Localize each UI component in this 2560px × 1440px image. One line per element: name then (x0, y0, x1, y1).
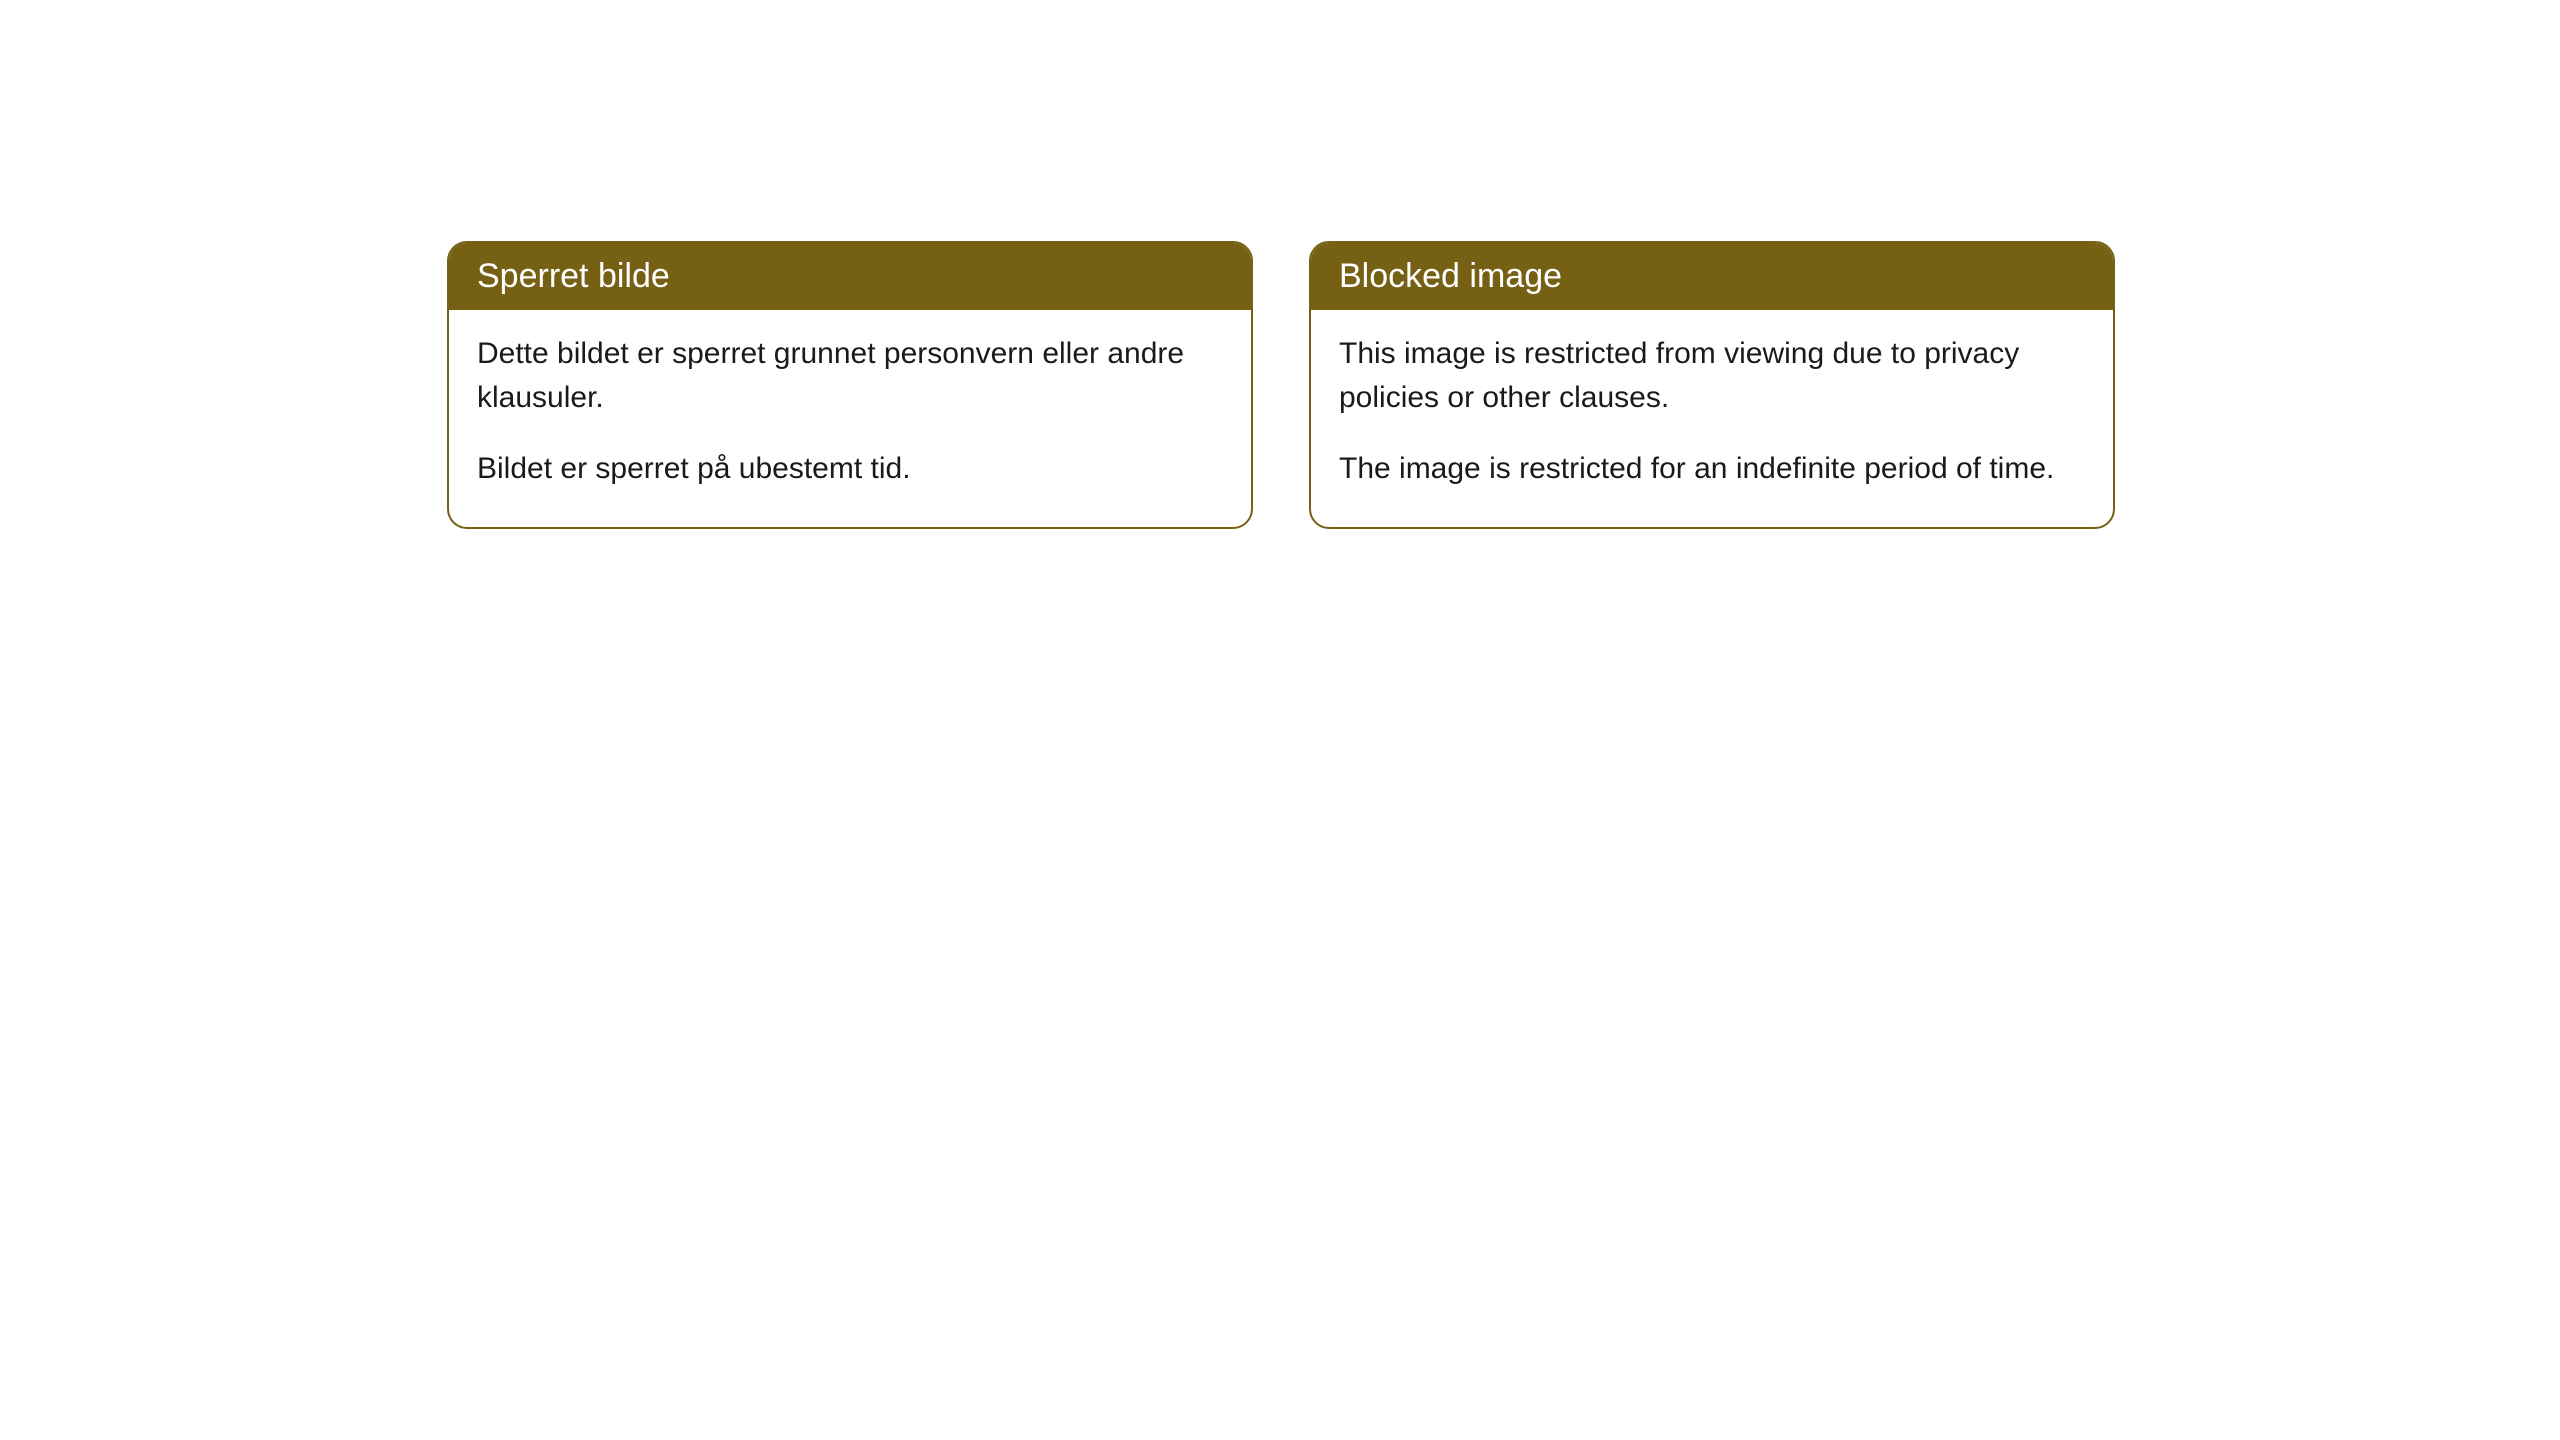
card-paragraph: This image is restricted from viewing du… (1339, 332, 2085, 419)
card-body-norwegian: Dette bildet er sperret grunnet personve… (449, 310, 1251, 527)
cards-container: Sperret bilde Dette bildet er sperret gr… (447, 241, 2115, 529)
card-paragraph: Bildet er sperret på ubestemt tid. (477, 447, 1223, 491)
card-english: Blocked image This image is restricted f… (1309, 241, 2115, 529)
card-body-english: This image is restricted from viewing du… (1311, 310, 2113, 527)
card-header-english: Blocked image (1311, 243, 2113, 310)
card-paragraph: The image is restricted for an indefinit… (1339, 447, 2085, 491)
card-norwegian: Sperret bilde Dette bildet er sperret gr… (447, 241, 1253, 529)
card-header-norwegian: Sperret bilde (449, 243, 1251, 310)
card-paragraph: Dette bildet er sperret grunnet personve… (477, 332, 1223, 419)
